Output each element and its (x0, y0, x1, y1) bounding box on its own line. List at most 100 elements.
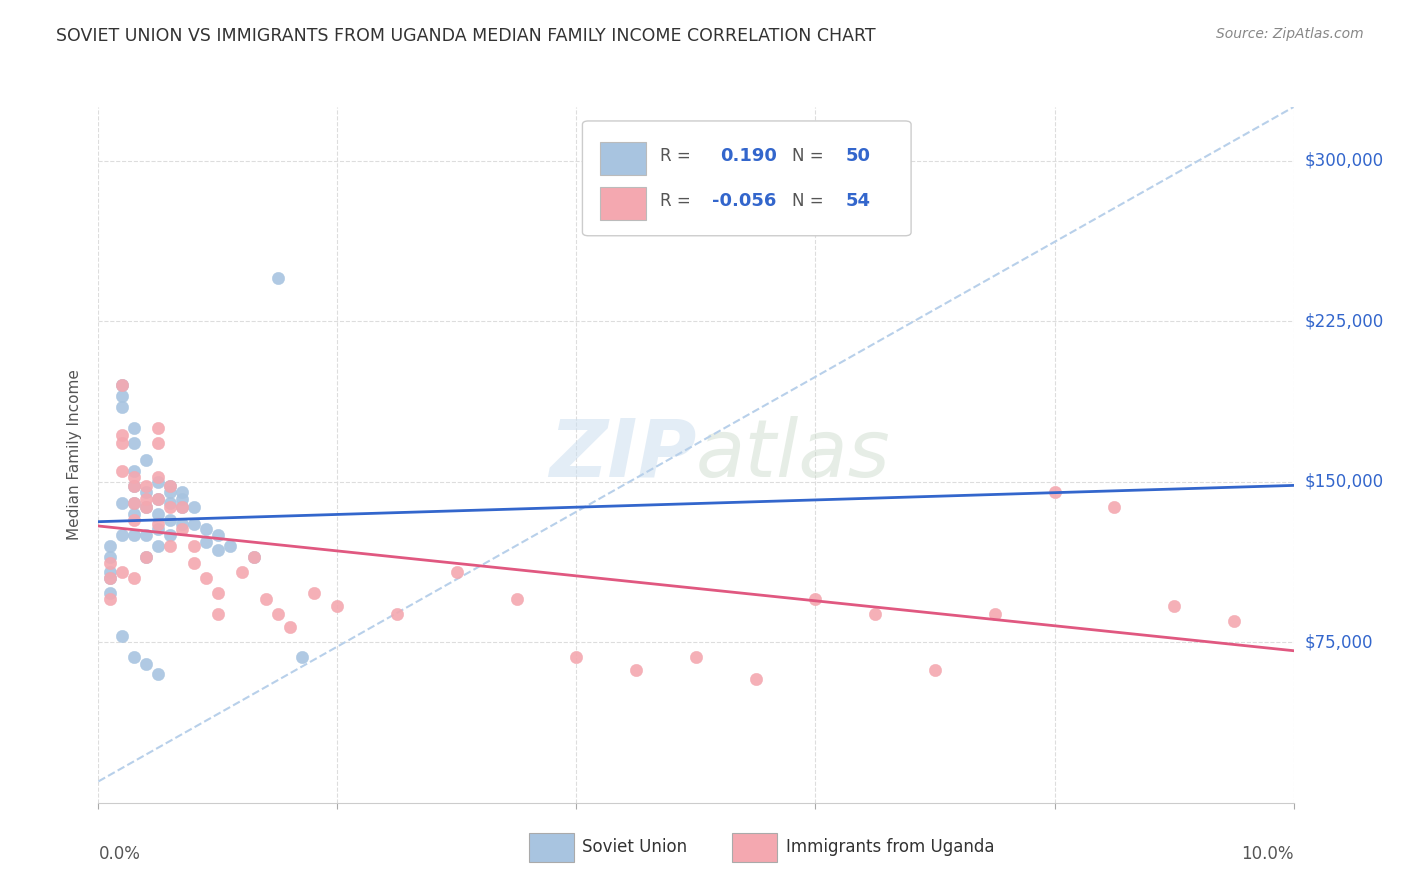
Point (124, 479, 146, 493)
Point (124, 650, 146, 665)
Point (148, 491, 170, 506)
Text: R =: R = (661, 192, 690, 210)
Point (124, 528, 146, 542)
Point (183, 539, 205, 553)
Point (148, 470, 170, 484)
Point (111, 400, 134, 414)
Point (194, 534, 218, 549)
Point (124, 470, 146, 484)
Point (135, 453, 157, 467)
Point (267, 271, 290, 285)
Point (1043, 485, 1066, 500)
Point (98, 556, 122, 570)
Text: 10.0%: 10.0% (1241, 845, 1294, 863)
Point (98, 592, 122, 607)
Point (267, 607, 290, 622)
Point (159, 528, 181, 542)
Text: 0.0%: 0.0% (98, 845, 141, 863)
Text: 54: 54 (845, 192, 870, 210)
FancyBboxPatch shape (733, 833, 778, 862)
Point (326, 599, 349, 613)
Text: 50: 50 (845, 147, 870, 165)
Point (506, 592, 529, 607)
Point (565, 650, 588, 665)
Point (111, 629, 134, 643)
Point (159, 513, 181, 527)
Text: Source: ZipAtlas.com: Source: ZipAtlas.com (1216, 27, 1364, 41)
Point (1223, 614, 1246, 628)
Text: 0.190: 0.190 (720, 147, 776, 165)
Point (111, 436, 134, 450)
Point (624, 663, 647, 677)
Point (231, 565, 253, 579)
Point (148, 522, 170, 536)
Point (111, 389, 134, 403)
Point (207, 543, 229, 558)
Point (183, 517, 205, 532)
Point (446, 565, 468, 579)
Point (183, 556, 205, 570)
Point (159, 539, 181, 553)
Point (124, 507, 146, 521)
Point (243, 549, 266, 564)
Text: N =: N = (792, 192, 823, 210)
Point (685, 650, 707, 665)
Point (924, 663, 946, 677)
Point (135, 491, 157, 506)
Point (1104, 500, 1126, 515)
Point (148, 517, 170, 532)
Point (111, 378, 134, 392)
Point (135, 500, 157, 515)
Point (111, 496, 134, 510)
Point (207, 586, 229, 600)
Point (111, 464, 134, 478)
Point (124, 496, 146, 510)
Text: R =: R = (661, 147, 690, 165)
Point (172, 522, 194, 536)
Point (194, 571, 218, 585)
Point (135, 500, 157, 515)
Text: $225,000: $225,000 (1305, 312, 1384, 330)
Text: N =: N = (792, 147, 823, 165)
FancyBboxPatch shape (582, 121, 911, 235)
Point (111, 378, 134, 392)
Point (98, 539, 122, 553)
Point (148, 421, 170, 435)
Point (207, 607, 229, 622)
Text: atlas: atlas (696, 416, 891, 494)
Point (159, 479, 181, 493)
Text: Soviet Union: Soviet Union (582, 838, 688, 856)
Point (159, 496, 181, 510)
Point (98, 571, 122, 585)
Point (172, 517, 194, 532)
Point (135, 549, 157, 564)
FancyBboxPatch shape (529, 833, 574, 862)
Text: ZIP: ZIP (548, 416, 696, 494)
Point (124, 496, 146, 510)
Point (745, 672, 768, 686)
Point (148, 507, 170, 521)
Point (135, 485, 157, 500)
Point (124, 513, 146, 527)
Point (98, 565, 122, 579)
Point (124, 421, 146, 435)
Point (148, 667, 170, 681)
Point (135, 479, 157, 493)
Point (159, 485, 181, 500)
Point (254, 592, 277, 607)
Point (124, 479, 146, 493)
Point (124, 436, 146, 450)
Text: $75,000: $75,000 (1305, 633, 1374, 651)
Point (172, 500, 194, 515)
Point (135, 528, 157, 542)
Point (983, 607, 1005, 622)
Point (865, 607, 887, 622)
Point (98, 571, 122, 585)
FancyBboxPatch shape (600, 187, 645, 220)
Point (290, 650, 312, 665)
Point (135, 657, 157, 671)
Point (111, 427, 134, 442)
Point (172, 500, 194, 515)
Point (148, 436, 170, 450)
Point (207, 528, 229, 542)
